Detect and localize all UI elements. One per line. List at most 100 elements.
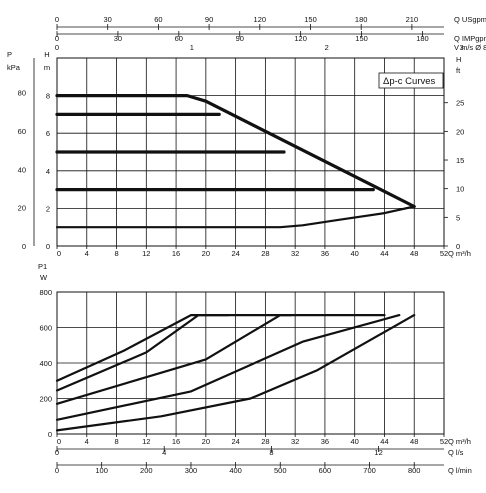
hm-label-top: H: [44, 50, 49, 59]
ls-tick-label: 4: [162, 448, 166, 457]
top-axis-tick-label: 90: [205, 15, 213, 24]
curve-2: [55, 314, 293, 392]
x-tick-label: 4: [85, 437, 89, 446]
kpa-label-top: P: [7, 50, 12, 59]
kpa-tick-label: 20: [18, 204, 26, 213]
top-axis-tick-label: 1: [190, 43, 194, 52]
ls-tick-label: 0: [55, 448, 59, 457]
lmin-tick-label: 600: [319, 466, 332, 475]
top-axis-tick-label: 60: [154, 15, 162, 24]
lmin-label: Q l/min: [448, 466, 472, 475]
x-tick-label: 44: [380, 249, 388, 258]
x-tick-label: 16: [172, 437, 180, 446]
x-tick-label: 12: [142, 437, 150, 446]
x-tick-label: 40: [351, 249, 359, 258]
x-axis-label: Q m³/h: [448, 249, 471, 258]
x-tick-label: 44: [380, 437, 388, 446]
x-tick-label: 52: [440, 249, 448, 258]
curves-layer: [55, 94, 416, 432]
curve-4: [55, 314, 401, 421]
top-axis-tick-label: 150: [355, 34, 368, 43]
lmin-tick-label: 500: [274, 466, 287, 475]
x-tick-label: 48: [410, 249, 418, 258]
x-tick-label: 24: [231, 249, 239, 258]
hm-tick-label: 8: [46, 92, 50, 101]
x-tick-label: 0: [57, 249, 61, 258]
p1-label: P1: [38, 262, 47, 271]
w-tick-label: 400: [39, 359, 52, 368]
w-tick-label: 800: [39, 288, 52, 297]
top-axis-tick-label: 180: [355, 15, 368, 24]
x-tick-label: 4: [85, 249, 89, 258]
hft-label-top: H: [456, 55, 461, 64]
curve-1: [55, 94, 416, 209]
kpa-tick-label: 60: [18, 127, 26, 136]
kpa-label-bottom: kPa: [7, 63, 21, 72]
top-axis-tick-label: 30: [104, 15, 112, 24]
top-axis-tick-label: 0: [55, 34, 59, 43]
x-tick-label: 20: [202, 437, 210, 446]
top-axis-tick-label: 150: [304, 15, 317, 24]
w-tick-label: 600: [39, 324, 52, 333]
curve-3: [55, 314, 386, 405]
velocity-label: V m/s Ø 80: [454, 43, 486, 52]
hft-tick-label: 20: [456, 127, 464, 136]
lmin-tick-label: 400: [229, 466, 242, 475]
kpa-tick-label: 0: [22, 242, 26, 251]
ls-tick-label: 12: [374, 448, 382, 457]
x-tick-label: 32: [291, 249, 299, 258]
lmin-tick-label: 800: [408, 466, 421, 475]
top-axis-tick-label: 210: [406, 15, 419, 24]
x-tick-label: 48: [410, 437, 418, 446]
hft-tick-label: 25: [456, 99, 464, 108]
x-tick-label: 12: [142, 249, 150, 258]
w-tick-label: 0: [48, 430, 52, 439]
x-tick-label: 8: [114, 437, 118, 446]
hm-tick-label: 4: [46, 167, 50, 176]
x-axis-label: Q m³/h: [448, 437, 471, 446]
kpa-tick-label: 40: [18, 165, 26, 174]
top-axis-tick-label: 2: [325, 43, 329, 52]
x-tick-label: 0: [57, 437, 61, 446]
text-layer: 0 4 8 12 16 20 24 28 32 36 40 44 48 52 Q m³/h0 4 8 12 16 20…: [7, 15, 486, 475]
hft-tick-label: 0: [456, 242, 460, 251]
hft-tick-label: 5: [456, 213, 460, 222]
top-axis-tick-label: 90: [236, 34, 244, 43]
legend-box: [378, 72, 444, 89]
hm-tick-label: 0: [46, 242, 50, 251]
hft-tick-label: 15: [456, 156, 464, 165]
x-tick-label: 32: [291, 437, 299, 446]
x-tick-label: 20: [202, 249, 210, 258]
x-tick-label: 28: [261, 249, 269, 258]
lmin-tick-label: 300: [185, 466, 198, 475]
ls-tick-label: 8: [269, 448, 273, 457]
hft-tick-label: 10: [456, 185, 464, 194]
x-tick-label: 52: [440, 437, 448, 446]
kpa-tick-label: 80: [18, 89, 26, 98]
x-tick-label: 36: [321, 437, 329, 446]
lmin-tick-label: 700: [363, 466, 376, 475]
hft-label-bottom: ft: [456, 66, 461, 75]
top-axis-tick-label: 0: [55, 15, 59, 24]
top-axis-tick-label: 60: [175, 34, 183, 43]
hm-tick-label: 2: [46, 204, 50, 213]
hm-label-bottom: m: [44, 63, 50, 72]
top-axis-tick-label: 120: [294, 34, 307, 43]
ls-label: Q l/s: [448, 448, 464, 457]
top-axis-tick-label: 0: [55, 43, 59, 52]
w-label: W: [40, 273, 48, 282]
x-tick-label: 40: [351, 437, 359, 446]
top-axis-tick-label: 30: [114, 34, 122, 43]
x-tick-label: 24: [231, 437, 239, 446]
x-tick-label: 16: [172, 249, 180, 258]
lmin-tick-label: 100: [95, 466, 108, 475]
lmin-tick-label: 200: [140, 466, 153, 475]
curve-1: [55, 314, 230, 382]
top-axis-tick-label: 120: [254, 15, 267, 24]
hm-tick-label: 6: [46, 129, 50, 138]
legend-label: Δp-c Curves: [383, 76, 436, 87]
usgpm-label: Q USgpm: [454, 15, 486, 24]
top-axis-tick-label: 3: [459, 43, 463, 52]
